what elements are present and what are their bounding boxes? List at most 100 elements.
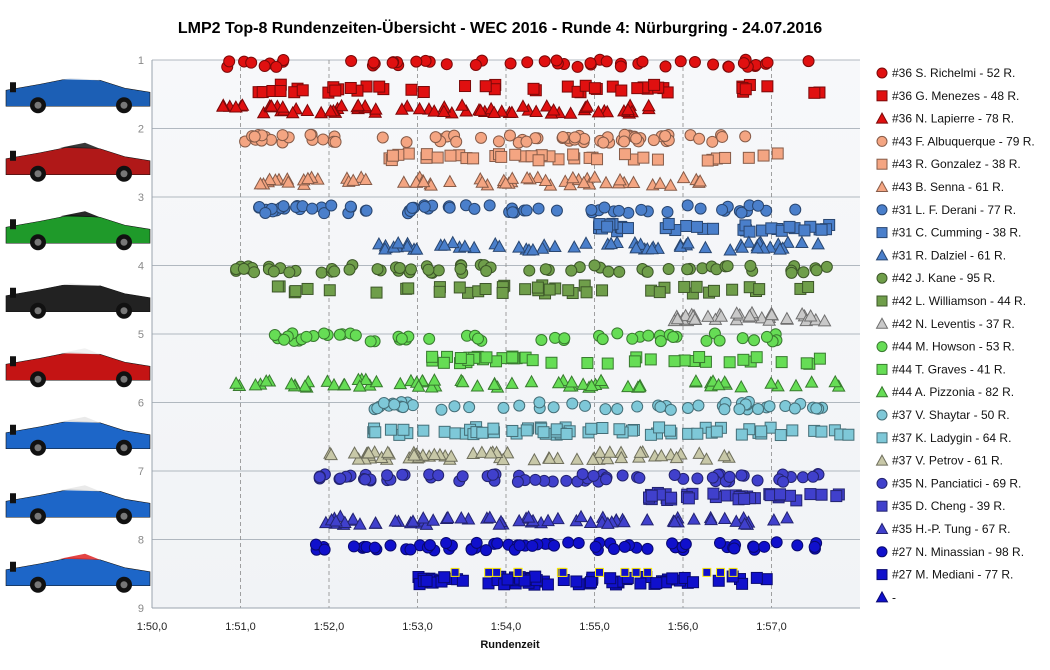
data-point [443,174,457,188]
data-point [450,135,463,148]
y-tick-label: 5 [138,329,144,341]
data-point [663,178,678,191]
data-point [497,401,510,414]
data-point [245,56,258,69]
data-point [717,511,732,525]
data-point [667,330,680,343]
data-point [482,510,497,523]
data-point [641,98,656,112]
legend-label: #44 M. Howson - 53 R. [892,340,1015,354]
x-tick-label: 1:56,0 [668,621,699,633]
data-point [532,202,545,215]
data-point [647,134,660,147]
data-point [594,567,604,577]
data-point [448,400,461,413]
data-point [504,57,517,70]
data-point [411,379,426,392]
data-point [271,280,284,293]
data-point [640,512,655,526]
data-point [313,471,326,484]
data-point [783,220,796,233]
data-point [653,176,667,189]
data-point [613,172,627,186]
data-point [506,424,519,437]
data-point [621,222,634,235]
data-point [492,135,505,148]
data-point [748,334,761,347]
legend-entry: #27 N. Minassian - 98 R. [876,545,1024,559]
data-point [538,173,553,187]
y-tick-label: 9 [138,603,144,615]
data-point [576,175,591,189]
data-point [314,105,328,119]
legend-entry: #44 M. Howson - 53 R. [876,340,1015,354]
data-point [539,263,552,276]
legend-label: #35 D. Cheng - 39 R. [892,499,1005,513]
legend-entry: #31 R. Dalziel - 61 R. [875,248,1006,262]
car-image [5,416,151,456]
data-point [531,281,544,294]
data-point [223,55,236,68]
data-point [813,352,826,365]
data-point [764,376,779,389]
data-point [541,513,555,527]
data-point [520,424,533,437]
data-point [644,353,657,366]
data-point [579,236,593,249]
data-point [437,356,450,369]
data-point [323,104,338,117]
chart-title: LMP2 Top-8 Rundenzeiten-Übersicht - WEC … [177,20,823,37]
legend: #36 S. Richelmi - 52 R. #36 G. Menezes - … [875,66,1035,604]
legend-label: #37 V. Petrov - 61 R. [892,454,1003,468]
data-point [599,175,613,189]
data-point [262,172,277,185]
data-point [659,60,672,73]
data-point [543,283,556,296]
data-point [409,242,424,255]
data-point [810,264,823,277]
data-point [511,475,524,488]
data-point [682,492,695,505]
data-point [758,540,771,553]
data-point [444,149,457,162]
data-point [711,377,726,391]
data-point [702,567,712,577]
data-point [631,82,644,95]
data-point [558,332,571,345]
series-21 [309,536,823,557]
data-point [773,242,787,255]
data-point [617,514,631,528]
data-point [618,135,631,148]
data-point [602,265,615,278]
data-point [259,374,274,387]
data-point [587,170,602,183]
data-point [505,105,519,118]
data-point [718,403,731,416]
data-point [642,329,655,342]
data-point [484,567,494,577]
data-point [716,203,729,216]
data-point [458,239,472,252]
data-point [454,511,469,524]
data-point [723,356,736,369]
data-point [817,313,832,327]
data-point [393,376,408,390]
data-point [567,240,582,253]
legend-marker [876,204,888,216]
data-point [760,573,773,586]
data-point [632,379,647,393]
legend-entry: #35 H.-P. Tung - 67 R. [875,522,1011,536]
data-point [229,376,243,389]
data-point [576,468,589,481]
data-point [733,403,746,416]
legend-marker [876,546,888,558]
data-point [629,240,644,254]
data-point [599,403,612,416]
data-point [588,259,601,272]
data-point [626,332,639,345]
data-point [600,473,613,486]
legend-label: #35 N. Panciatici - 69 R. [892,476,1021,490]
legend-label: #37 V. Shaytar - 50 R. [892,408,1010,422]
data-point [681,402,694,415]
